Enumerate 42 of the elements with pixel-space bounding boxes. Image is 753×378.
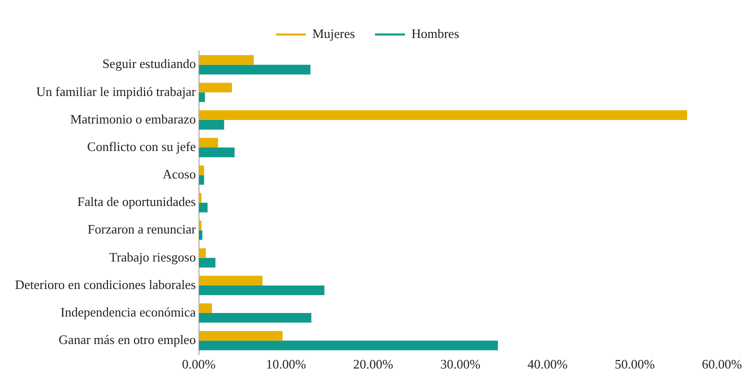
bar: [198, 330, 283, 341]
legend-label: Mujeres: [312, 26, 355, 41]
bar: [198, 248, 206, 258]
bar: [198, 110, 688, 120]
bar: [198, 340, 498, 350]
bar: [198, 55, 254, 65]
bar: [198, 138, 218, 148]
x-tick-label: 30.00%: [440, 356, 481, 372]
bar: [198, 175, 204, 185]
x-tick-label: 0.00%: [182, 356, 216, 372]
bar: [198, 202, 208, 212]
y-tick-label: Un familiar le impidió trabajar: [36, 84, 197, 99]
x-tick-label: 50.00%: [614, 356, 655, 372]
bar: [198, 193, 202, 203]
x-tick-label: 60.00%: [702, 356, 742, 372]
bar: [198, 82, 232, 92]
bar: [198, 258, 216, 268]
bar: [198, 64, 310, 74]
bar: [198, 276, 262, 286]
y-tick-label: Ganar más en otro empleo: [58, 332, 196, 348]
y-tick-label: Trabajo riesgoso: [109, 249, 196, 264]
y-tick-label: Seguir estudiando: [102, 56, 196, 72]
x-tick-label: 40.00%: [528, 356, 568, 372]
y-tick-label: Matrimonio o embarazo: [70, 111, 196, 126]
y-tick-label: Forzaron a renunciar: [88, 222, 197, 237]
bar: [198, 120, 224, 130]
bar: [198, 285, 324, 296]
x-tick-label: 10.00%: [266, 356, 306, 372]
y-tick-label: Conflicto con su jefe: [87, 138, 196, 154]
bar: [198, 92, 205, 102]
legend-label: Hombres: [411, 26, 460, 41]
y-tick-label: Deterioro en condiciones laborales: [14, 276, 196, 292]
bar: [198, 230, 202, 240]
x-tick-label: 20.00%: [353, 356, 394, 372]
y-tick-label: Acoso: [162, 166, 196, 182]
bar: [198, 220, 202, 230]
bar: [198, 313, 312, 323]
bar: [198, 148, 235, 158]
bar: [198, 165, 204, 176]
bar: [198, 303, 212, 314]
y-tick-label: Independencia económica: [60, 304, 196, 320]
y-tick-label: Falta de oportunidades: [77, 194, 196, 210]
